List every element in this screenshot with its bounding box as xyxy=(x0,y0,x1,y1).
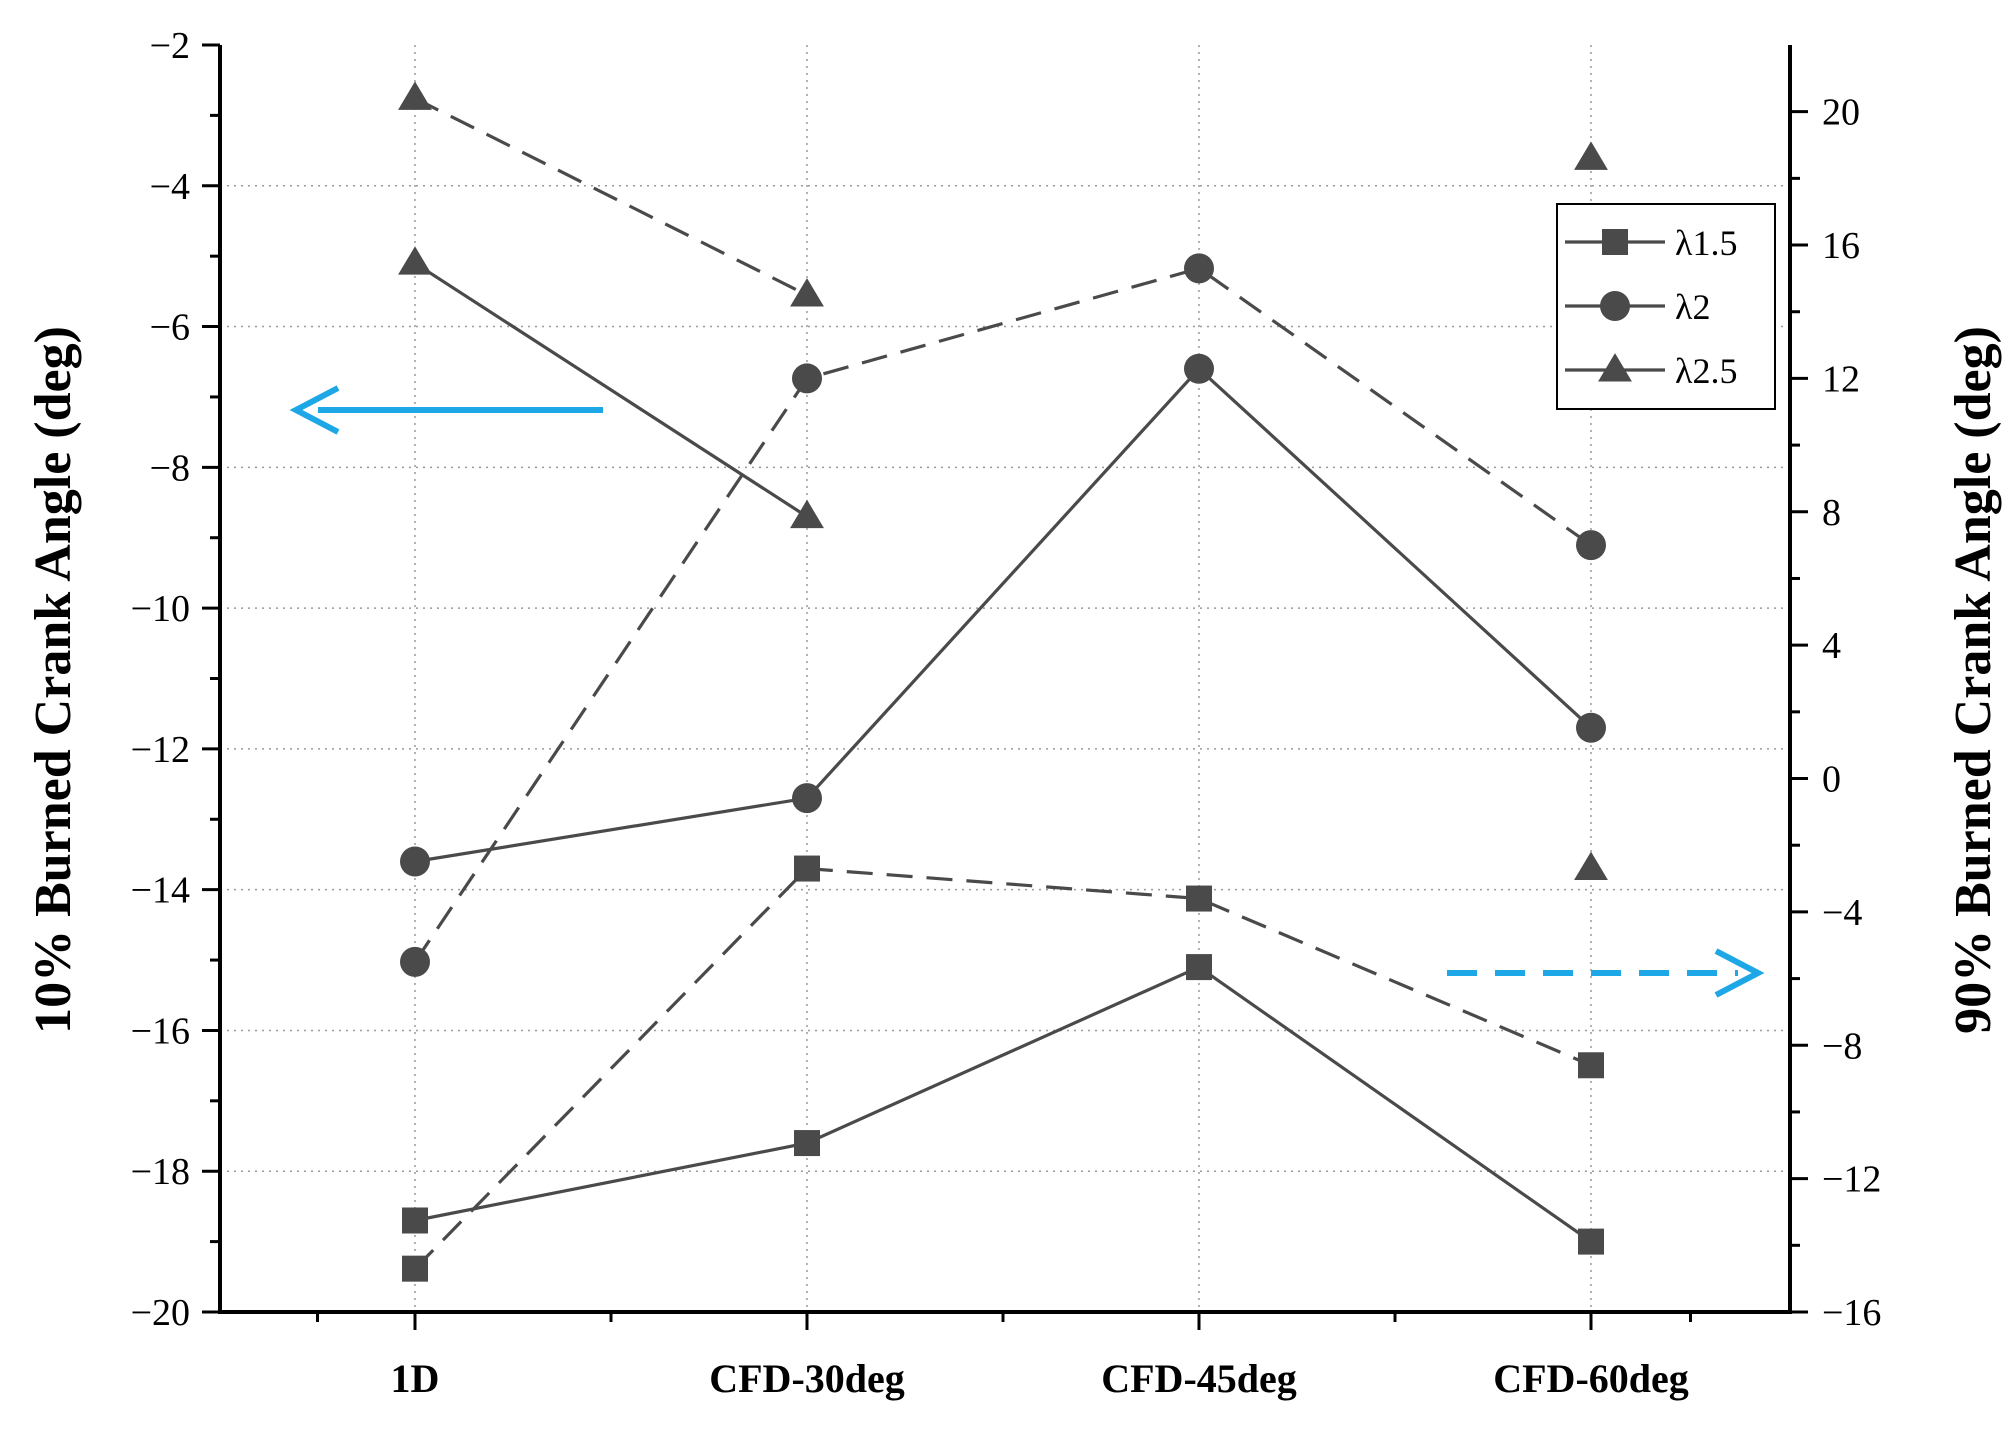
series-layer xyxy=(398,81,1608,1282)
y-right-tick-label-3: 8 xyxy=(1822,492,1841,534)
y-right-tick-label-2: 12 xyxy=(1822,358,1860,400)
x-tick-label-0: 1D xyxy=(391,1356,440,1401)
series-3-point-2 xyxy=(1186,885,1212,912)
y-axis-left-title: 10% Burned Crank Angle (deg) xyxy=(25,326,82,1034)
series-4-point-3 xyxy=(1576,530,1606,561)
y-right-tick-label-4: 4 xyxy=(1822,625,1841,667)
legend-marker-1 xyxy=(1600,291,1630,321)
legend-marker-2 xyxy=(1598,353,1632,382)
series-2-line-0 xyxy=(414,261,808,518)
series-1-line-0 xyxy=(414,366,1593,864)
series-3-point-1 xyxy=(794,855,820,882)
series-1-point-0 xyxy=(400,846,430,877)
x-tick-label-2: CFD-45deg xyxy=(1101,1356,1297,1401)
series-0-point-3 xyxy=(1578,1228,1604,1255)
legend: λ1.5 λ2 λ2.5 xyxy=(1556,203,1776,410)
y-left-tick-label-8: −18 xyxy=(131,1151,190,1193)
y-left-tick-label-5: −12 xyxy=(131,729,190,771)
y-right-tick-label-5: 0 xyxy=(1822,759,1841,801)
y-left-tick-label-2: −6 xyxy=(150,307,190,349)
series-5-point-0 xyxy=(398,81,432,110)
series-1-point-1 xyxy=(792,783,822,814)
series-4-line-0 xyxy=(413,266,1592,963)
series-5-line-0 xyxy=(414,96,808,297)
tick-labels: −2 −4 −6 −8 −10 −12 −14 −16 −18 −20 20 16 12 8 4 0 −4 −8 −… xyxy=(131,25,1882,1401)
x-tick-label-3: CFD-60deg xyxy=(1493,1356,1689,1401)
y-left-tick-label-6: −14 xyxy=(131,870,190,912)
series-5-point-1 xyxy=(790,278,824,307)
y-left-tick-label-1: −4 xyxy=(150,166,190,208)
series-7 xyxy=(1574,851,1608,881)
y-right-tick-label-9: −16 xyxy=(1822,1292,1881,1334)
series-4-point-2 xyxy=(1184,253,1214,284)
y-right-tick-label-7: −8 xyxy=(1822,1025,1862,1067)
legend-label-1: λ2 xyxy=(1675,287,1710,327)
series-3-point-0 xyxy=(402,1255,428,1282)
series-2 xyxy=(398,246,824,529)
legend-marker-0 xyxy=(1602,229,1628,255)
y-axis-right-title: 90% Burned Crank Angle (deg) xyxy=(1945,326,2002,1034)
legend-label-2: λ2.5 xyxy=(1675,351,1737,391)
y-left-tick-label-0: −2 xyxy=(150,25,190,67)
series-5 xyxy=(398,81,824,307)
series-1 xyxy=(400,353,1606,877)
grid-lines xyxy=(220,45,1790,1312)
series-2-point-0 xyxy=(398,246,432,275)
y-right-tick-label-1: 16 xyxy=(1822,225,1860,267)
series-0 xyxy=(402,954,1604,1255)
series-2-point-1 xyxy=(790,499,824,529)
y-right-tick-label-8: −12 xyxy=(1822,1159,1881,1201)
series-7-point-3 xyxy=(1574,851,1608,881)
y-left-tick-label-4: −10 xyxy=(131,588,190,630)
legend-label-0: λ1.5 xyxy=(1675,223,1737,263)
series-4 xyxy=(400,253,1606,977)
x-tick-label-1: CFD-30deg xyxy=(709,1356,905,1401)
y-left-tick-label-3: −8 xyxy=(150,447,190,489)
series-0-point-2 xyxy=(1186,954,1212,981)
y-right-tick-label-6: −4 xyxy=(1822,892,1862,934)
series-0-point-0 xyxy=(402,1207,428,1234)
series-1-point-3 xyxy=(1576,712,1606,743)
series-3 xyxy=(402,855,1604,1282)
series-3-line-0 xyxy=(413,866,1592,1270)
series-0-point-1 xyxy=(794,1130,820,1157)
right-axis-arrow-head xyxy=(1714,948,1765,998)
series-6-point-3 xyxy=(1574,141,1608,170)
y-right-tick-label-0: 20 xyxy=(1822,92,1860,134)
series-1-point-2 xyxy=(1184,353,1214,384)
series-0-line-0 xyxy=(414,965,1592,1243)
series-4-point-1 xyxy=(792,363,822,394)
series-4-point-0 xyxy=(400,946,430,977)
annotations xyxy=(289,385,1765,998)
y-left-tick-label-9: −20 xyxy=(131,1292,190,1334)
axes xyxy=(202,43,1808,1330)
y-left-tick-label-7: −16 xyxy=(131,1010,190,1052)
series-6 xyxy=(1574,141,1608,170)
series-3-point-3 xyxy=(1578,1052,1604,1079)
left-axis-arrow-head xyxy=(289,385,340,435)
